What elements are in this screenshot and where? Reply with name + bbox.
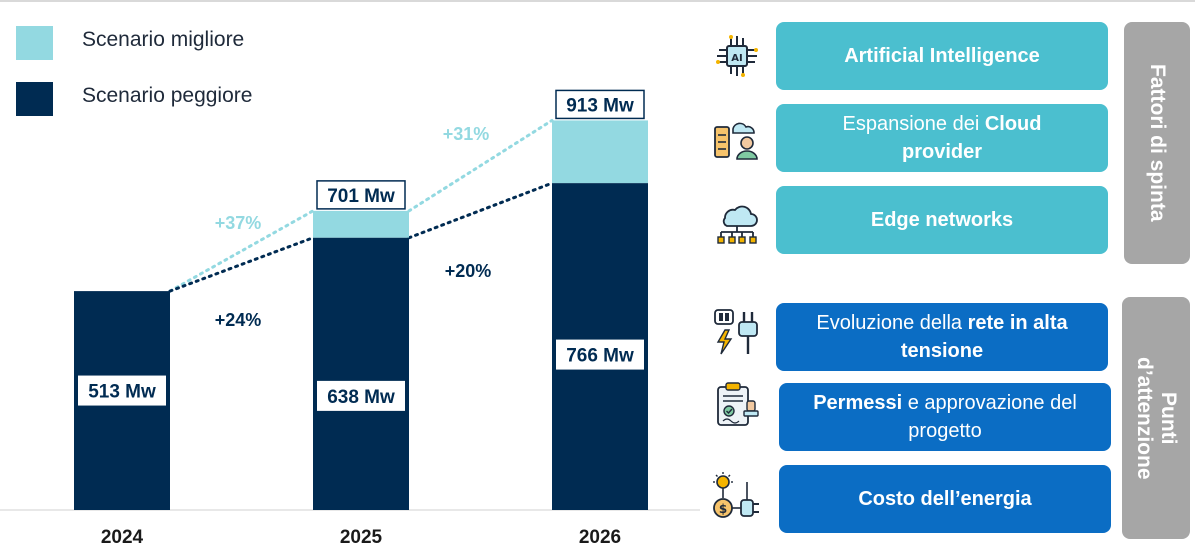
- value-label-best: 913 Mw: [566, 95, 634, 116]
- value-label-box: [556, 339, 644, 370]
- total-label-box: [316, 180, 406, 210]
- value-label-worst: 766 Mw: [566, 346, 634, 367]
- svg-text:$: $: [719, 502, 727, 516]
- bar-best-segment: [552, 120, 648, 184]
- bar-worst-segment: [313, 237, 409, 511]
- svg-text:AI: AI: [731, 53, 742, 64]
- energy-cost-icon: $: [713, 472, 759, 518]
- category-label: 2024: [101, 527, 144, 546]
- attention-box-permits: Permessi e approvazione del progetto: [779, 383, 1111, 451]
- growth-label-best: +37%: [215, 213, 262, 233]
- growth-label-worst: +24%: [215, 310, 262, 330]
- value-label-box: [78, 375, 166, 406]
- growth-label-worst: +20%: [445, 261, 492, 281]
- legend-label-best: Scenario migliore: [82, 28, 245, 51]
- growth-line-worst: [168, 236, 315, 293]
- driver-box-cloud: Espansione dei Cloud provider: [776, 104, 1108, 172]
- permit-document-icon: [717, 382, 759, 426]
- attention-side-label: Punti d’attenzione: [1133, 356, 1180, 480]
- ai-chip-icon: AI: [716, 35, 758, 77]
- driver-box-ai: Artificial Intelligence: [776, 22, 1108, 90]
- growth-line-best: [168, 209, 315, 293]
- power-plug-icon: [714, 309, 758, 355]
- stacked-bar-chart: 513 Mw 2024 638 Mw 701 Mw 2025 766 Mw 913 Mw 20…: [0, 89, 700, 546]
- drivers-side-tab: [1124, 22, 1190, 264]
- total-label-box: [555, 89, 645, 120]
- growth-line-worst: [407, 181, 554, 240]
- growth-line-best: [407, 118, 554, 213]
- legend-swatch-best: [16, 26, 53, 60]
- category-label: 2025: [340, 527, 383, 546]
- attention-side-tab: [1122, 297, 1190, 539]
- drivers-side-label: Fattori di spinta: [1146, 64, 1169, 222]
- value-label-best: 701 Mw: [327, 186, 395, 207]
- bar-best-segment: [313, 210, 409, 238]
- driver-box-edge: Edge networks: [776, 186, 1108, 254]
- attention-box-grid: Evoluzione della rete in alta tensione: [776, 303, 1108, 371]
- edge-network-icon: [717, 205, 758, 244]
- legend-label-worst: Scenario peggiore: [82, 84, 253, 107]
- attention-box-energy-cost: Costo dell’energia: [779, 465, 1111, 533]
- value-label-box: [317, 380, 405, 411]
- growth-label-best: +31%: [443, 124, 490, 144]
- value-label-worst: 638 Mw: [327, 387, 395, 408]
- cloud-server-icon: [714, 122, 758, 160]
- value-label-worst: 513 Mw: [88, 382, 156, 403]
- top-divider: [0, 0, 1195, 2]
- legend-swatch-worst: [16, 82, 53, 116]
- category-label: 2026: [579, 527, 621, 546]
